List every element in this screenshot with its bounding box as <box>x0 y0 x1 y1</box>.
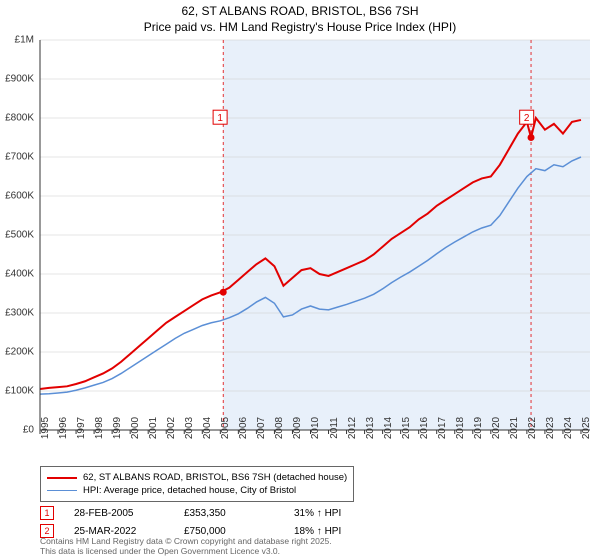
svg-text:2: 2 <box>524 113 530 124</box>
x-tick-label: 2013 <box>365 417 376 439</box>
x-tick-label: 2010 <box>310 417 321 439</box>
svg-text:1: 1 <box>217 113 223 124</box>
x-tick-label: 2005 <box>220 417 231 439</box>
chart-subtitle: Price paid vs. HM Land Registry's House … <box>0 20 600 40</box>
y-tick-label: £100K <box>5 386 34 397</box>
x-tick-label: 2021 <box>509 417 520 439</box>
x-tick-label: 2014 <box>383 417 394 439</box>
x-tick-label: 2004 <box>202 417 213 439</box>
marker-date: 28-FEB-2005 <box>74 508 164 519</box>
x-tick-label: 2017 <box>437 417 448 439</box>
chart-container: 62, ST ALBANS ROAD, BRISTOL, BS6 7SH Pri… <box>0 0 600 560</box>
marker-table: 1 28-FEB-2005 £353,350 31% ↑ HPI 2 25-MA… <box>40 504 580 540</box>
y-tick-label: £800K <box>5 113 34 124</box>
y-tick-label: £0 <box>23 425 34 436</box>
x-tick-label: 2002 <box>166 417 177 439</box>
footer-line: This data is licensed under the Open Gov… <box>40 546 332 556</box>
marker-price: £353,350 <box>184 508 274 519</box>
chart-svg: 12 <box>40 40 590 430</box>
y-tick-label: £700K <box>5 152 34 163</box>
y-tick-label: £600K <box>5 191 34 202</box>
x-tick-label: 2025 <box>581 417 592 439</box>
x-tick-label: 1995 <box>40 417 51 439</box>
x-tick-label: 2020 <box>491 417 502 439</box>
x-axis-labels: 1995199619971998199920002001200220032004… <box>40 428 590 468</box>
y-tick-label: £400K <box>5 269 34 280</box>
y-tick-label: £1M <box>15 35 34 46</box>
x-tick-label: 2015 <box>401 417 412 439</box>
x-tick-label: 2000 <box>130 417 141 439</box>
marker-delta: 18% ↑ HPI <box>294 526 384 537</box>
marker-price: £750,000 <box>184 526 274 537</box>
y-tick-label: £900K <box>5 74 34 85</box>
x-tick-label: 1999 <box>112 417 123 439</box>
footer-line: Contains HM Land Registry data © Crown c… <box>40 536 332 546</box>
x-tick-label: 2007 <box>256 417 267 439</box>
x-tick-label: 2022 <box>527 417 538 439</box>
legend-swatch <box>47 477 77 479</box>
marker-row: 1 28-FEB-2005 £353,350 31% ↑ HPI <box>40 504 580 522</box>
legend-label: HPI: Average price, detached house, City… <box>83 485 296 496</box>
y-axis-labels: £0£100K£200K£300K£400K£500K£600K£700K£80… <box>0 40 36 430</box>
x-tick-label: 2019 <box>473 417 484 439</box>
x-tick-label: 2011 <box>329 417 340 439</box>
x-tick-label: 2006 <box>238 417 249 439</box>
y-tick-label: £200K <box>5 347 34 358</box>
x-tick-label: 2008 <box>274 417 285 439</box>
chart-title: 62, ST ALBANS ROAD, BRISTOL, BS6 7SH <box>0 0 600 20</box>
x-tick-label: 2009 <box>292 417 303 439</box>
x-tick-label: 2024 <box>563 417 574 439</box>
legend-item: HPI: Average price, detached house, City… <box>47 484 347 497</box>
x-tick-label: 2016 <box>419 417 430 439</box>
x-tick-label: 2003 <box>184 417 195 439</box>
x-tick-label: 2012 <box>347 417 358 439</box>
marker-delta: 31% ↑ HPI <box>294 508 384 519</box>
legend-swatch <box>47 490 77 492</box>
legend-item: 62, ST ALBANS ROAD, BRISTOL, BS6 7SH (de… <box>47 471 347 484</box>
footer-attribution: Contains HM Land Registry data © Crown c… <box>40 536 332 556</box>
x-tick-label: 1996 <box>58 417 69 439</box>
chart-plot-area: £0£100K£200K£300K£400K£500K£600K£700K£80… <box>40 40 590 430</box>
legend: 62, ST ALBANS ROAD, BRISTOL, BS6 7SH (de… <box>40 466 354 502</box>
y-tick-label: £300K <box>5 308 34 319</box>
x-tick-label: 2018 <box>455 417 466 439</box>
marker-badge: 1 <box>40 506 54 520</box>
x-tick-label: 2023 <box>545 417 556 439</box>
x-tick-label: 1997 <box>76 417 87 439</box>
y-tick-label: £500K <box>5 230 34 241</box>
marker-date: 25-MAR-2022 <box>74 526 164 537</box>
x-tick-label: 1998 <box>94 417 105 439</box>
legend-label: 62, ST ALBANS ROAD, BRISTOL, BS6 7SH (de… <box>83 472 347 483</box>
x-tick-label: 2001 <box>148 417 159 439</box>
